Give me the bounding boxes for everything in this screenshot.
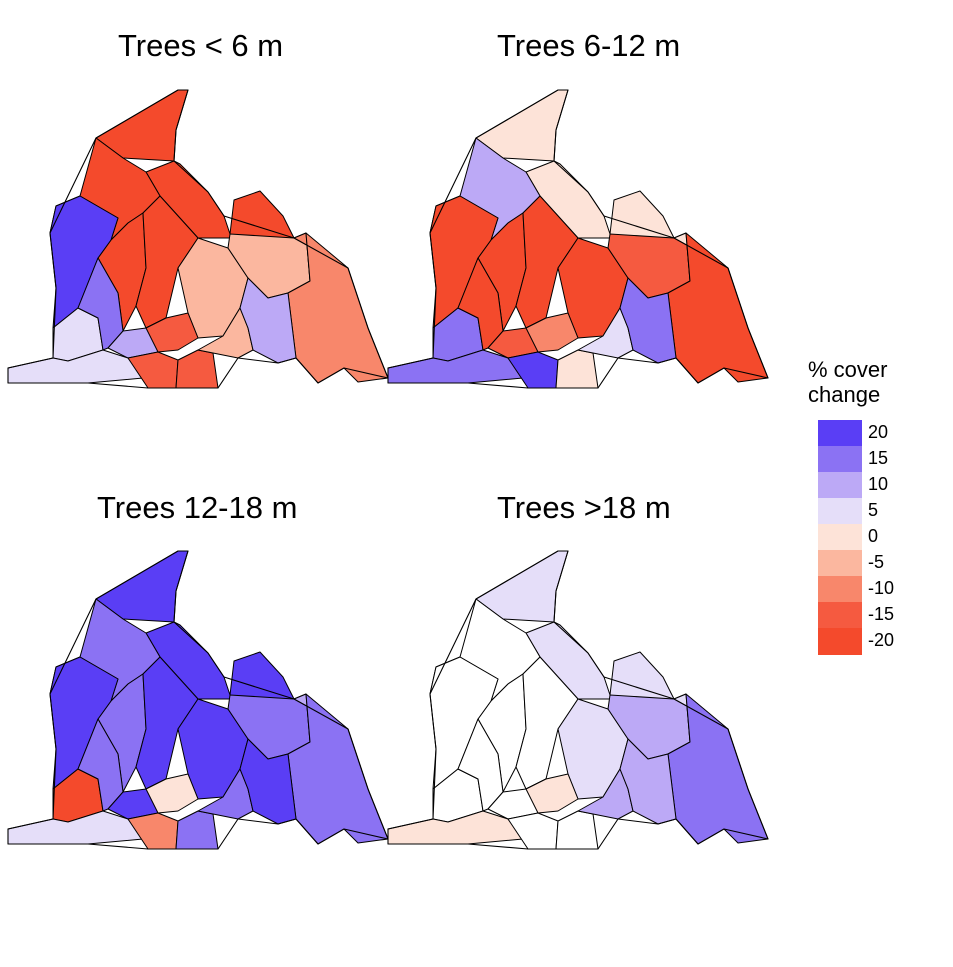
map-panel-4 bbox=[387, 550, 769, 850]
legend-swatch bbox=[818, 498, 862, 525]
legend-label: 15 bbox=[868, 448, 889, 468]
map-outline bbox=[7, 89, 389, 389]
legend-title-line1: % cover bbox=[808, 357, 888, 382]
region-far-west bbox=[429, 656, 499, 790]
legend-label: 20 bbox=[868, 422, 889, 442]
map-panel-2 bbox=[387, 89, 769, 389]
region-far-west bbox=[49, 195, 119, 329]
legend-swatch bbox=[818, 472, 862, 499]
panel-title-2: Trees 6-12 m bbox=[497, 28, 681, 63]
legend-title-line2: change bbox=[808, 382, 881, 407]
legend-swatch bbox=[818, 446, 862, 473]
legend-swatch bbox=[818, 524, 862, 551]
region-mid-a bbox=[145, 312, 199, 353]
legend-swatch bbox=[818, 576, 862, 603]
map-outline bbox=[387, 550, 769, 850]
region-mid-a bbox=[525, 773, 579, 814]
legend-swatch bbox=[818, 550, 862, 577]
region-far-west bbox=[49, 656, 119, 790]
panel-title-4: Trees >18 m bbox=[497, 490, 671, 525]
map-outline bbox=[387, 89, 769, 389]
legend-title: % cover change bbox=[808, 357, 887, 407]
region-mid-a bbox=[145, 773, 199, 814]
legend-label: 10 bbox=[868, 474, 889, 494]
legend-label: -20 bbox=[868, 630, 895, 650]
map-panel-3 bbox=[7, 550, 389, 850]
panel-title-3: Trees 12-18 m bbox=[97, 490, 298, 525]
region-mid-a bbox=[525, 312, 579, 353]
legend-label: -10 bbox=[868, 578, 895, 598]
map-outline bbox=[7, 550, 389, 850]
legend-label: -15 bbox=[868, 604, 895, 624]
legend-swatch bbox=[818, 420, 862, 447]
panel-title-1: Trees < 6 m bbox=[118, 28, 284, 63]
map-panel-1 bbox=[7, 89, 389, 389]
legend-swatch bbox=[818, 628, 862, 655]
legend-label: 0 bbox=[868, 526, 879, 546]
legend-label: -5 bbox=[868, 552, 885, 572]
region-far-west bbox=[429, 195, 499, 329]
legend-swatch bbox=[818, 602, 862, 629]
legend-label: 5 bbox=[868, 500, 879, 520]
